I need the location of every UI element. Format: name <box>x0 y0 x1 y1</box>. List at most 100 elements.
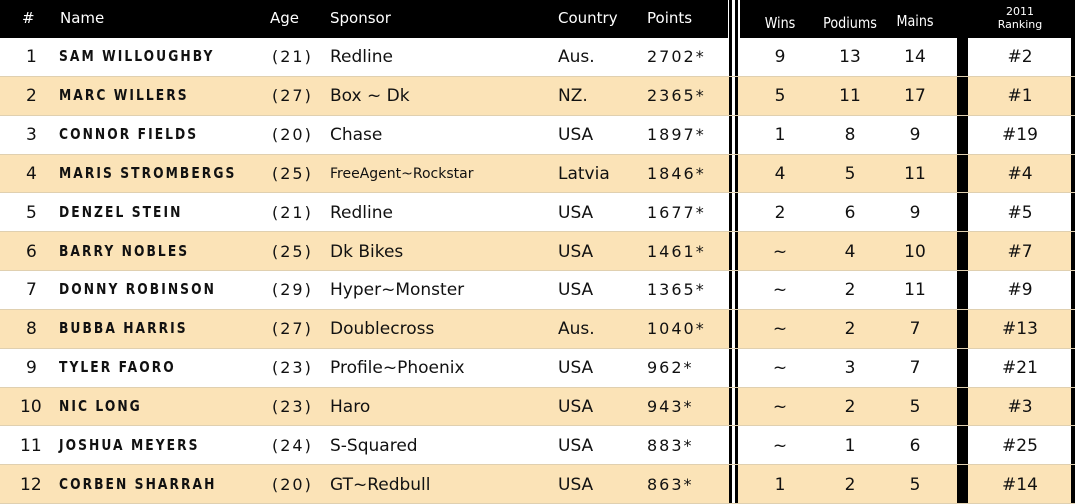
row-band <box>968 232 1071 271</box>
rank-cell: 3 <box>26 125 37 146</box>
row-band <box>738 154 957 194</box>
ranking-cell: #9 <box>1007 280 1033 301</box>
column-header: # <box>22 9 35 27</box>
rider-name: JOSHUA MEYERS <box>59 435 200 454</box>
ranking-cell: #19 <box>1002 125 1038 146</box>
stat-cell: 2 <box>774 202 786 223</box>
age-cell: (25) <box>272 241 313 261</box>
stat-cell: ~ <box>772 358 788 379</box>
border <box>1071 0 1075 504</box>
row-band <box>738 387 957 427</box>
sponsor-cell: Hyper~Monster <box>330 280 465 301</box>
column-header: 2011 <box>1006 5 1034 18</box>
rank-cell: 2 <box>26 86 37 107</box>
ranking-cell: #21 <box>1002 358 1038 379</box>
country-cell: USA <box>558 280 594 301</box>
points-cell: 863* <box>647 474 694 494</box>
row-line <box>0 270 1075 271</box>
row-band <box>968 387 1071 427</box>
header-bar <box>740 0 1075 38</box>
sponsor-cell: Profile~Phoenix <box>330 358 465 379</box>
rank-cell: 12 <box>20 474 42 495</box>
stat-cell: 9 <box>774 47 786 68</box>
stat-cell: ~ <box>772 241 788 262</box>
country-cell: USA <box>558 474 594 495</box>
country-cell: USA <box>558 358 594 379</box>
age-cell: (21) <box>272 47 313 67</box>
row-band <box>738 76 957 116</box>
ranking-cell: #4 <box>1007 163 1033 184</box>
stat-cell: 1 <box>774 474 786 495</box>
sponsor-cell: Redline <box>330 202 393 223</box>
rider-name: MARIS STROMBERGS <box>59 163 237 182</box>
row-line <box>0 308 1075 310</box>
separator <box>735 0 738 504</box>
sponsor-cell: GT~Redbull <box>330 474 431 495</box>
country-cell: NZ. <box>558 86 588 107</box>
points-cell: 1040* <box>647 319 706 339</box>
points-cell: 943* <box>647 396 694 416</box>
stat-cell: 5 <box>909 396 921 417</box>
points-cell: 2702* <box>647 47 706 67</box>
sponsor-cell: Chase <box>330 125 383 146</box>
sponsor-cell: FreeAgent~Rockstar <box>330 165 474 182</box>
sponsor-cell: Box ~ Dk <box>330 86 410 107</box>
points-cell: 883* <box>647 435 694 455</box>
age-cell: (23) <box>272 358 313 378</box>
ranking-cell: #2 <box>1007 47 1033 68</box>
rank-cell: 10 <box>20 396 42 417</box>
row-line <box>0 386 1075 388</box>
separator <box>729 0 732 504</box>
country-cell: USA <box>558 396 594 417</box>
ranking-cell: #13 <box>1002 319 1038 340</box>
rider-name: CONNOR FIELDS <box>59 125 199 144</box>
rider-name: CORBEN SHARRAH <box>59 474 217 493</box>
points-cell: 2365* <box>647 86 706 106</box>
stat-cell: 5 <box>909 474 921 495</box>
row-band <box>968 76 1071 116</box>
points-cell: 1846* <box>647 163 706 183</box>
stat-cell: 2 <box>844 280 856 301</box>
country-cell: USA <box>558 202 594 223</box>
row-line <box>0 153 1075 155</box>
rank-cell: 9 <box>26 358 37 379</box>
stat-cell: 11 <box>904 163 926 184</box>
stat-cell: ~ <box>772 435 788 456</box>
row-band <box>968 309 1071 349</box>
stat-cell: 2 <box>844 474 856 495</box>
age-cell: (20) <box>272 125 313 145</box>
ranking-cell: #3 <box>1007 396 1033 417</box>
column-header: Sponsor <box>330 9 391 27</box>
stat-cell: 1 <box>774 125 786 146</box>
age-cell: (23) <box>272 396 313 416</box>
row-band <box>738 232 957 271</box>
row-band <box>0 309 729 349</box>
row-band <box>0 154 729 194</box>
rank-cell: 8 <box>26 319 37 340</box>
country-cell: USA <box>558 125 594 146</box>
points-cell: 1365* <box>647 280 706 300</box>
row-band <box>0 465 729 504</box>
age-cell: (25) <box>272 163 313 183</box>
stat-cell: 5 <box>844 163 856 184</box>
column-header: Wins <box>764 14 796 32</box>
header-bar <box>0 0 728 38</box>
row-line <box>0 347 1075 349</box>
stat-cell: 17 <box>904 86 926 107</box>
column-header: Age <box>270 9 300 27</box>
rank-cell: 6 <box>26 241 37 262</box>
sponsor-cell: Redline <box>330 47 393 68</box>
row-line <box>0 425 1075 427</box>
row-band <box>738 465 957 504</box>
row-line <box>0 114 1075 116</box>
stat-cell: 8 <box>844 125 856 146</box>
sponsor-cell: Haro <box>330 396 371 417</box>
sponsor-cell: S-Squared <box>330 435 418 456</box>
age-cell: (27) <box>272 319 313 339</box>
age-cell: (24) <box>272 435 313 455</box>
row-band <box>968 154 1071 194</box>
sponsor-cell: Dk Bikes <box>330 241 404 262</box>
stat-cell: ~ <box>772 280 788 301</box>
ranking-cell: #25 <box>1002 435 1038 456</box>
rider-name: SAM WILLOUGHBY <box>59 47 215 66</box>
